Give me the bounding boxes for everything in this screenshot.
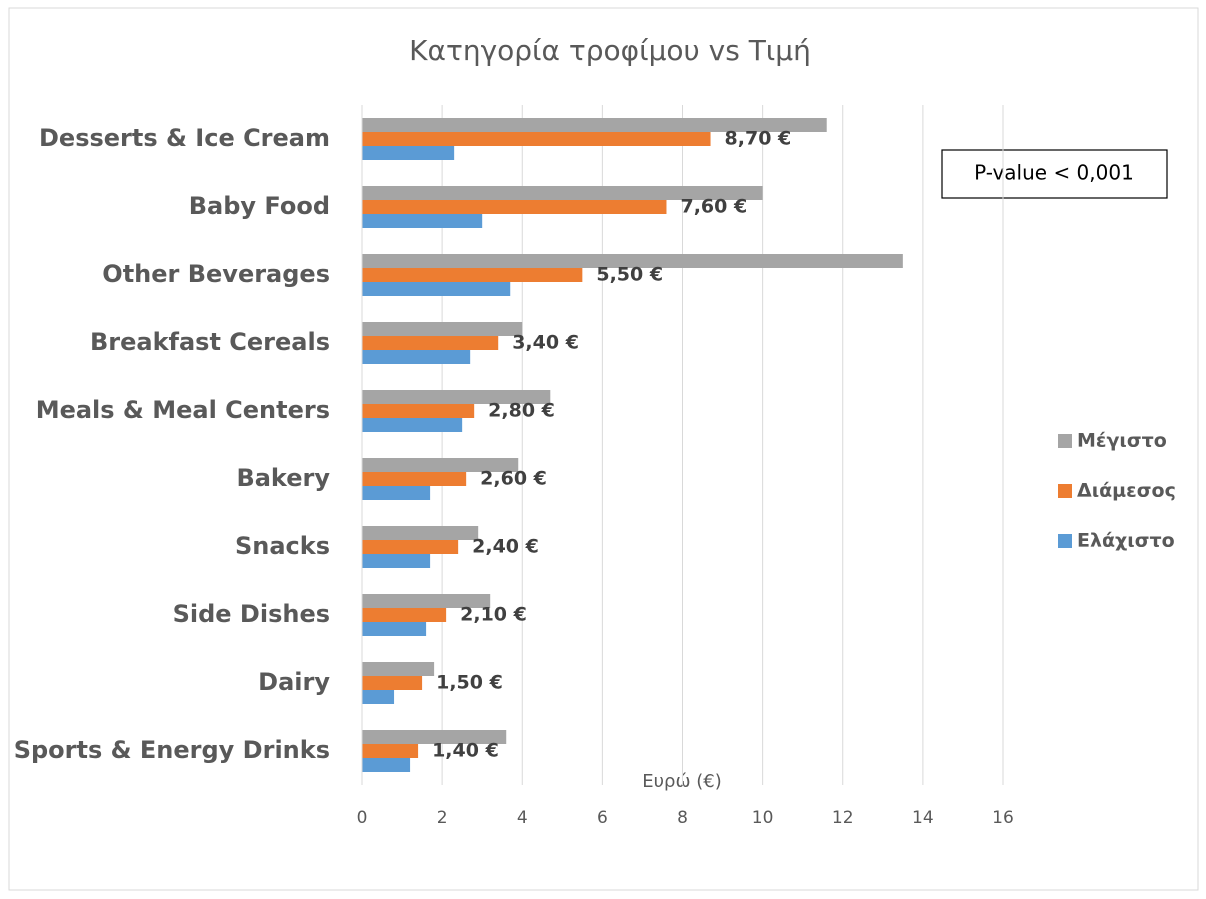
- bar: [362, 282, 511, 296]
- x-tick-label: 16: [992, 808, 1014, 828]
- bar: [362, 472, 467, 486]
- y-tick-label: Baby Food: [189, 192, 330, 220]
- data-label: 8,70 €: [725, 128, 792, 150]
- bar: [362, 758, 411, 772]
- legend-swatch: [1058, 484, 1072, 498]
- bar: [362, 214, 483, 228]
- bar: [362, 186, 763, 200]
- data-label: 2,80 €: [488, 400, 555, 422]
- bar: [362, 350, 471, 364]
- bar: [362, 676, 423, 690]
- legend-swatch: [1058, 534, 1072, 548]
- bar: [362, 336, 499, 350]
- y-tick-label: Other Beverages: [102, 260, 330, 288]
- data-label: 1,50 €: [436, 672, 503, 694]
- annotation: P-value < 0,001: [974, 161, 1134, 185]
- bar: [362, 526, 479, 540]
- bar: [362, 404, 475, 418]
- data-label: 7,60 €: [680, 196, 747, 218]
- bar: [362, 268, 583, 282]
- data-label: 2,40 €: [472, 536, 539, 558]
- bar: [362, 730, 507, 744]
- bar: [362, 486, 431, 500]
- bar: [362, 146, 455, 160]
- x-tick-label: 10: [752, 808, 774, 828]
- bar: [362, 594, 491, 608]
- x-tick-label: 14: [912, 808, 934, 828]
- bar: [362, 744, 419, 758]
- bar: [362, 690, 395, 704]
- x-tick-label: 6: [597, 808, 608, 828]
- chart-title: Κατηγορία τροφίμου vs Τιμή: [409, 34, 811, 67]
- bar: [362, 418, 463, 432]
- y-tick-label: Sports & Energy Drinks: [14, 736, 330, 764]
- bar: [362, 254, 903, 268]
- y-tick-label: Meals & Meal Centers: [36, 396, 330, 424]
- bar: [362, 322, 523, 336]
- bar: [362, 132, 711, 146]
- bar: [362, 390, 551, 404]
- legend-swatch: [1058, 434, 1072, 448]
- x-tick-label: 0: [357, 808, 368, 828]
- bar: [362, 662, 435, 676]
- annotation-box: [941, 149, 1168, 199]
- y-tick-label: Bakery: [236, 464, 330, 492]
- bar: [362, 118, 827, 132]
- data-label: 2,10 €: [460, 604, 527, 626]
- legend-label: Ελάχιστο: [1077, 530, 1175, 552]
- bar: [362, 554, 431, 568]
- bar: [362, 200, 667, 214]
- x-tick-label: 4: [517, 808, 528, 828]
- x-tick-label: 12: [832, 808, 854, 828]
- y-tick-label: Desserts & Ice Cream: [39, 124, 330, 152]
- data-label: 5,50 €: [596, 264, 663, 286]
- data-label: 1,40 €: [432, 740, 499, 762]
- bar: [362, 622, 427, 636]
- x-tick-label: 2: [437, 808, 448, 828]
- y-tick-label: Breakfast Cereals: [90, 328, 330, 356]
- legend-label: Μέγιστο: [1077, 430, 1167, 452]
- y-tick-label: Side Dishes: [173, 600, 330, 628]
- x-tick-label: 8: [677, 808, 688, 828]
- data-label: 3,40 €: [512, 332, 579, 354]
- legend-label: Διάμεσος: [1077, 480, 1176, 502]
- y-tick-label: Snacks: [235, 532, 330, 560]
- bar: [362, 540, 459, 554]
- y-tick-label: Dairy: [258, 668, 330, 696]
- bar: [362, 458, 519, 472]
- bar: [362, 608, 447, 622]
- data-label: 2,60 €: [480, 468, 547, 490]
